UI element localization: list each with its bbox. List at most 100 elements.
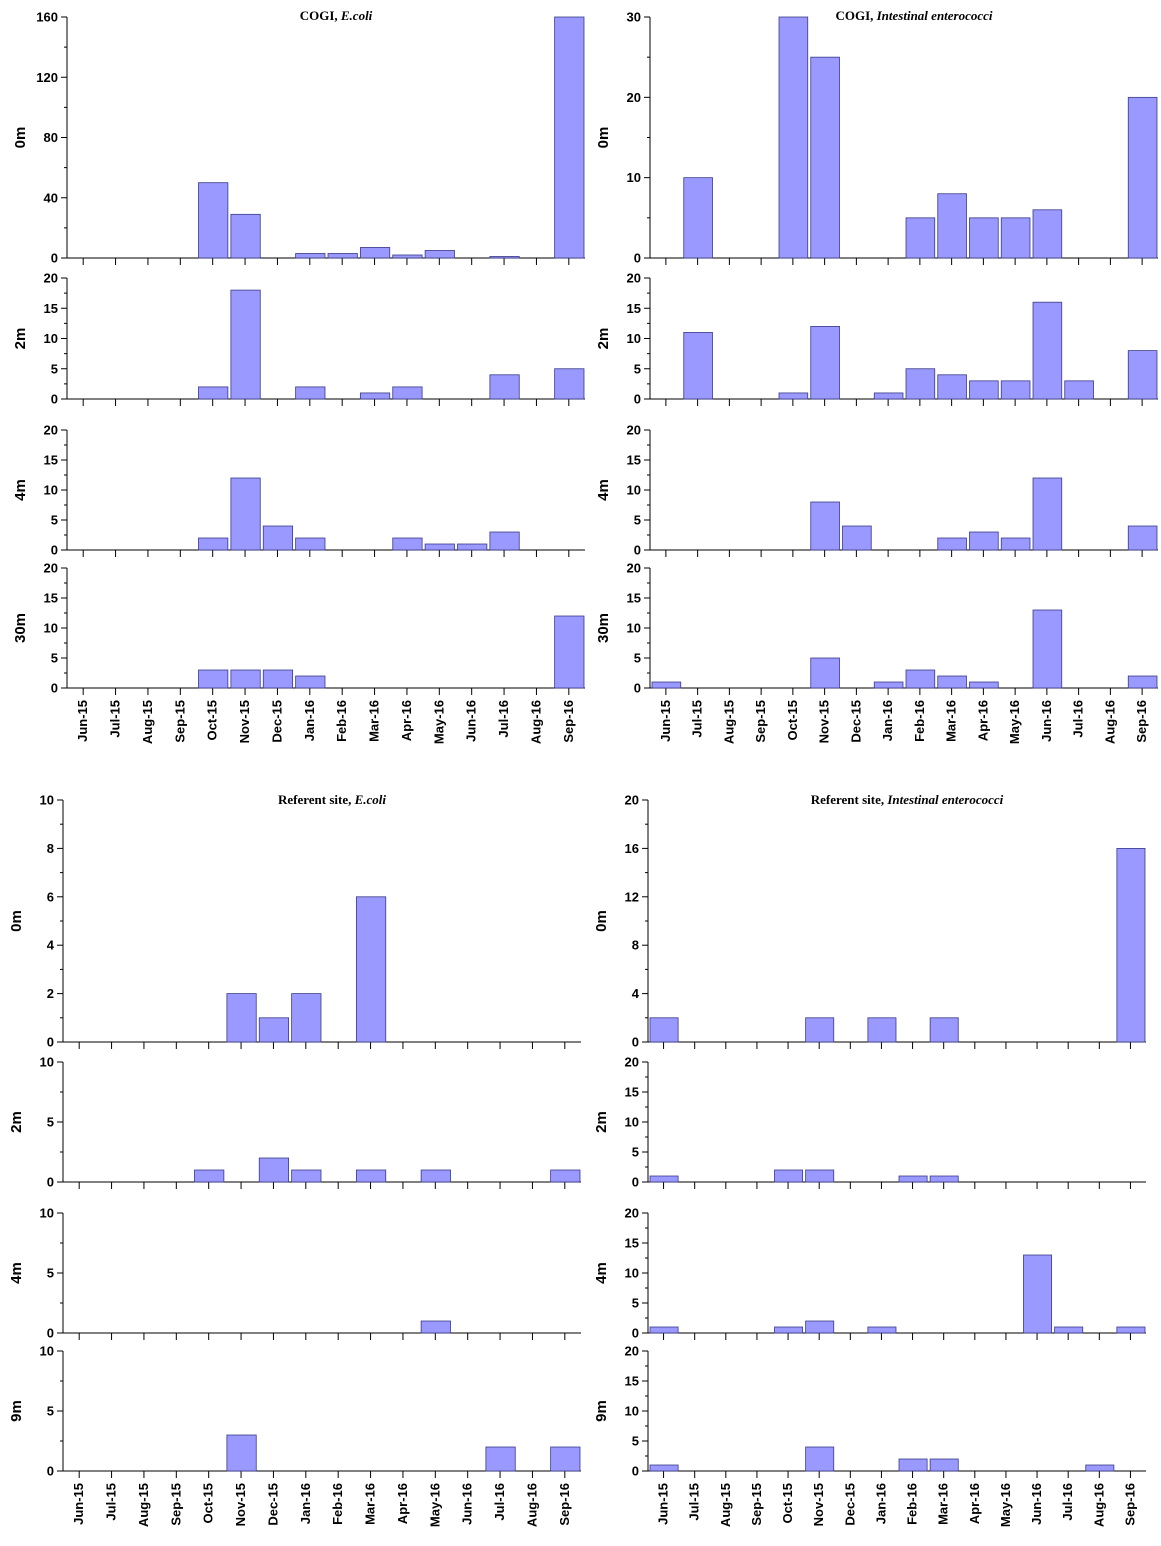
x-tick-label: Oct-15 (201, 1483, 216, 1523)
x-tick-label: Jun-15 (71, 1483, 86, 1525)
x-tick-label: Apr-16 (975, 700, 990, 741)
panel-title-organism: Intestinal enterococci (876, 8, 993, 23)
y-tick-label: 12 (625, 889, 639, 904)
bar-Mar-16 (929, 1458, 959, 1472)
row-9m: 0 5 10 15 20 9m (593, 1344, 1146, 1479)
x-tick-label: Jan-16 (873, 1483, 888, 1524)
x-tick-label: Sep-15 (753, 700, 768, 743)
x-tick-label: Aug-16 (1102, 700, 1117, 744)
x-tick-label: Apr-16 (967, 1483, 982, 1524)
y-tick-label: 0 (47, 1326, 54, 1341)
bar-Jun-15 (649, 1464, 679, 1472)
row-2m: 0 5 10 2m (8, 1055, 581, 1190)
x-tick-label: Sep-15 (749, 1483, 764, 1526)
x-tick-label: Jul-15 (104, 1483, 119, 1521)
bar-Feb-16 (327, 253, 358, 259)
y-tick-label: 15 (625, 1236, 639, 1251)
y-tick-label: 15 (627, 453, 641, 468)
x-tick-label: Feb-16 (334, 700, 349, 742)
y-tick-label: 4 (632, 986, 640, 1001)
bar-Jun-16 (1023, 1254, 1053, 1334)
y-tick-label: 15 (627, 301, 641, 316)
panel-title-organism: Intestinal enterococci (886, 792, 1003, 807)
y-tick-label: 2 (47, 986, 54, 1001)
x-tick-label: Sep-15 (172, 700, 187, 743)
bar-Jan-16 (295, 675, 326, 689)
bar-Mar-16 (937, 537, 967, 551)
row-4m: 0 5 10 4m (8, 1206, 581, 1341)
y-tick-label: 4 (47, 938, 55, 953)
depth-label: 0m (593, 910, 610, 932)
y-tick-label: 20 (627, 423, 641, 438)
x-tick-label: Jun-16 (1039, 700, 1054, 742)
x-tick-label: Sep-15 (168, 1483, 183, 1526)
y-tick-label: 0 (51, 392, 58, 407)
y-tick-label: 5 (634, 513, 641, 528)
y-tick-label: 5 (634, 651, 641, 666)
x-tick-label: May-16 (427, 1483, 442, 1527)
y-tick-label: 0 (51, 681, 58, 696)
y-tick-label: 20 (625, 793, 639, 808)
bar-Feb-16 (905, 669, 936, 689)
bar-Sep-16 (1127, 675, 1158, 689)
bar-Oct-15 (198, 669, 229, 689)
x-tick-label: Jul-16 (1071, 700, 1086, 738)
x-tick-label: Aug-15 (136, 1483, 151, 1527)
y-tick-label: 20 (627, 271, 641, 286)
x-tick-label: Aug-15 (140, 700, 155, 744)
x-tick-label: Jan-16 (302, 700, 317, 741)
panel-title-site: COGI, (300, 8, 341, 23)
x-tick-label: Jul-16 (496, 700, 511, 738)
bar-Dec-15 (258, 1157, 290, 1183)
bar-May-16 (420, 1320, 451, 1334)
depth-label: 2m (595, 328, 612, 350)
bar-Sep-16 (554, 368, 585, 400)
y-tick-label: 20 (627, 90, 641, 105)
bar-Jul-16 (489, 531, 520, 551)
y-tick-label: 5 (51, 361, 58, 376)
depth-label: 2m (12, 328, 29, 350)
panel-title-organism: E.coli (340, 8, 373, 23)
bar-Mar-16 (937, 675, 967, 689)
row-4m: 0 5 10 15 20 4m (593, 1206, 1146, 1341)
bar-Jun-16 (1032, 609, 1063, 689)
x-tick-label: Jun-15 (658, 700, 673, 742)
y-tick-label: 0 (47, 1035, 54, 1050)
x-tick-label: Feb-16 (912, 700, 927, 742)
y-tick-label: 8 (632, 938, 639, 953)
x-tick-label: Jul-16 (492, 1483, 507, 1521)
x-tick-label: May-16 (1007, 700, 1022, 744)
depth-label: 9m (593, 1400, 610, 1422)
bar-Nov-15 (226, 993, 257, 1043)
y-tick-label: 0 (47, 1464, 54, 1479)
y-tick-label: 30 (627, 10, 641, 25)
x-tick-label: Aug-16 (528, 700, 543, 744)
bar-Apr-16 (392, 537, 423, 551)
y-tick-label: 10 (627, 483, 641, 498)
y-tick-label: 0 (634, 392, 641, 407)
panel-title-site: Referent site, (811, 792, 888, 807)
x-tick-label: Jul-15 (690, 700, 705, 738)
y-tick-label: 160 (36, 10, 58, 25)
bar-Jan-16 (295, 386, 326, 400)
bar-Apr-16 (969, 380, 999, 400)
x-tick-label: Sep-16 (557, 1483, 572, 1526)
bar-Apr-16 (969, 531, 999, 551)
bar-Jun-15 (649, 1326, 679, 1334)
bar-Sep-16 (550, 1169, 581, 1183)
bar-May-16 (1000, 380, 1031, 400)
x-tick-label: Nov-15 (233, 1483, 248, 1526)
panel-title: COGI, Intestinal enterococci (835, 8, 992, 23)
x-tick-label: Jun-16 (464, 700, 479, 742)
bar-Jun-16 (457, 543, 488, 551)
y-tick-label: 20 (44, 423, 58, 438)
x-tick-label: Dec-15 (842, 1483, 857, 1526)
row-0m: 0 2 4 6 8 10 0m (8, 793, 581, 1050)
y-tick-label: 5 (632, 1296, 639, 1311)
bar-May-16 (1000, 537, 1031, 551)
y-tick-label: 20 (627, 561, 641, 576)
y-tick-label: 15 (44, 301, 58, 316)
ref-ecoli-panel: Referent site, E.coli 0 2 4 6 8 10 0m 0 5 10 2m 0 5 10… (8, 792, 581, 1527)
y-tick-label: 0 (47, 1175, 54, 1190)
y-tick-label: 0 (634, 543, 641, 558)
